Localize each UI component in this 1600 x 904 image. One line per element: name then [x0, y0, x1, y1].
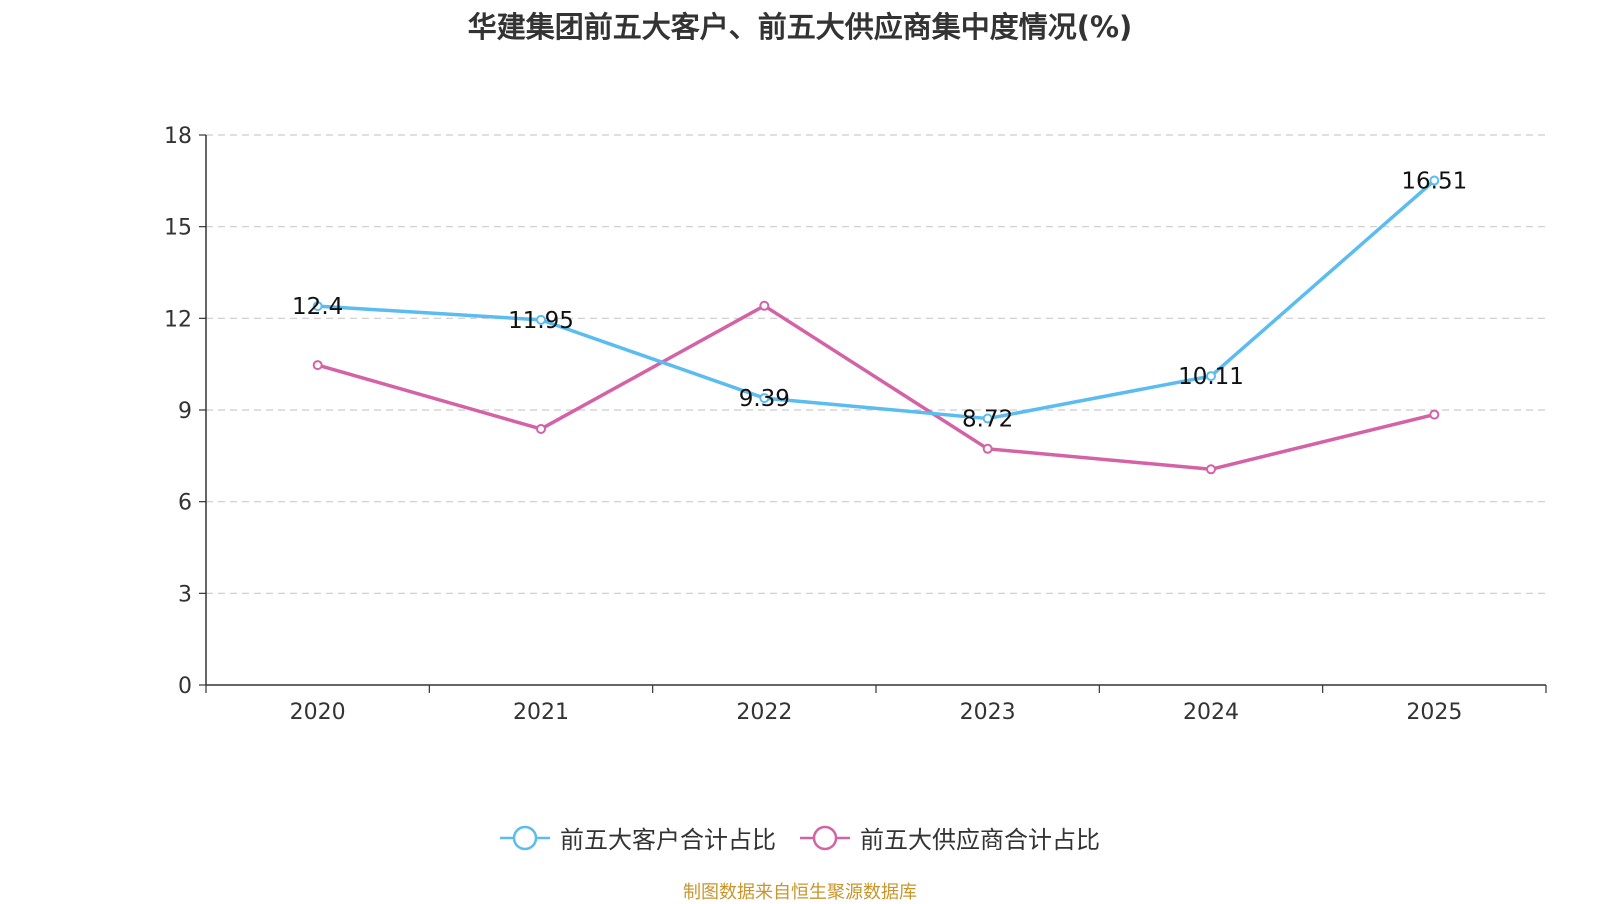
point-customers-2023: [982, 413, 993, 424]
data-label-customers-2022: 9.39: [739, 386, 790, 412]
y-tick-label-18: 18: [164, 124, 192, 149]
legend: 前五大客户合计占比 前五大供应商合计占比: [0, 820, 1600, 855]
series: [312, 175, 1440, 475]
point-customers-2020: [312, 301, 323, 312]
y-tick-label-15: 15: [164, 216, 192, 241]
legend-marker-customers-icon: [500, 825, 550, 850]
data-labels: 12.4 11.95 9.39 8.72 10.11 16.51: [292, 169, 1467, 433]
data-label-customers-2025: 16.51: [1401, 169, 1467, 195]
series-line-customers: [315, 178, 1437, 421]
y-tick-label-0: 0: [178, 674, 192, 699]
grid-lines: [206, 134, 1546, 594]
point-customers-2025: [1429, 175, 1440, 186]
y-tick-label-3: 3: [178, 582, 192, 607]
x-tick-label-2023: 2023: [960, 700, 1016, 725]
data-label-customers-2023: 8.72: [962, 407, 1013, 433]
legend-item-customers[interactable]: 前五大客户合计占比: [500, 820, 776, 855]
data-label-customers-2020: 12.4: [292, 294, 343, 320]
point-suppliers-2020: [312, 360, 323, 371]
legend-item-suppliers[interactable]: 前五大供应商合计占比: [800, 820, 1100, 855]
y-tick-label-12: 12: [164, 307, 192, 332]
x-tick-label-2022: 2022: [736, 700, 792, 725]
legend-label-customers: 前五大客户合计占比: [560, 826, 776, 854]
series-line-suppliers: [315, 304, 1437, 472]
x-tick-label-2020: 2020: [290, 700, 346, 725]
chart-title: 华建集团前五大客户、前五大供应商集中度情况(%): [467, 10, 1133, 44]
point-suppliers-2025: [1429, 409, 1440, 420]
data-label-customers-2021: 11.95: [508, 308, 574, 334]
x-tick-label-2024: 2024: [1183, 700, 1239, 725]
y-tick-label-6: 6: [178, 491, 192, 516]
x-tick-label-2025: 2025: [1406, 700, 1462, 725]
source-note: 制图数据来自恒生聚源数据库: [683, 882, 917, 903]
axes: 0 3 6 9 12 15 18 2020 2021 2022 2023 2024 2025: [164, 124, 1547, 725]
point-suppliers-2023: [982, 443, 993, 454]
data-label-customers-2024: 10.11: [1178, 364, 1244, 390]
point-customers-2021: [536, 314, 546, 325]
x-tick-label-2021: 2021: [513, 700, 569, 725]
point-customers-2024: [1206, 371, 1216, 382]
legend-marker-suppliers-icon: [800, 825, 850, 850]
point-suppliers-2024: [1206, 464, 1216, 475]
point-suppliers-2022: [759, 300, 770, 311]
y-tick-label-9: 9: [178, 399, 192, 424]
legend-label-suppliers: 前五大供应商合计占比: [860, 826, 1100, 854]
point-customers-2022: [759, 393, 770, 404]
point-suppliers-2021: [536, 423, 546, 434]
